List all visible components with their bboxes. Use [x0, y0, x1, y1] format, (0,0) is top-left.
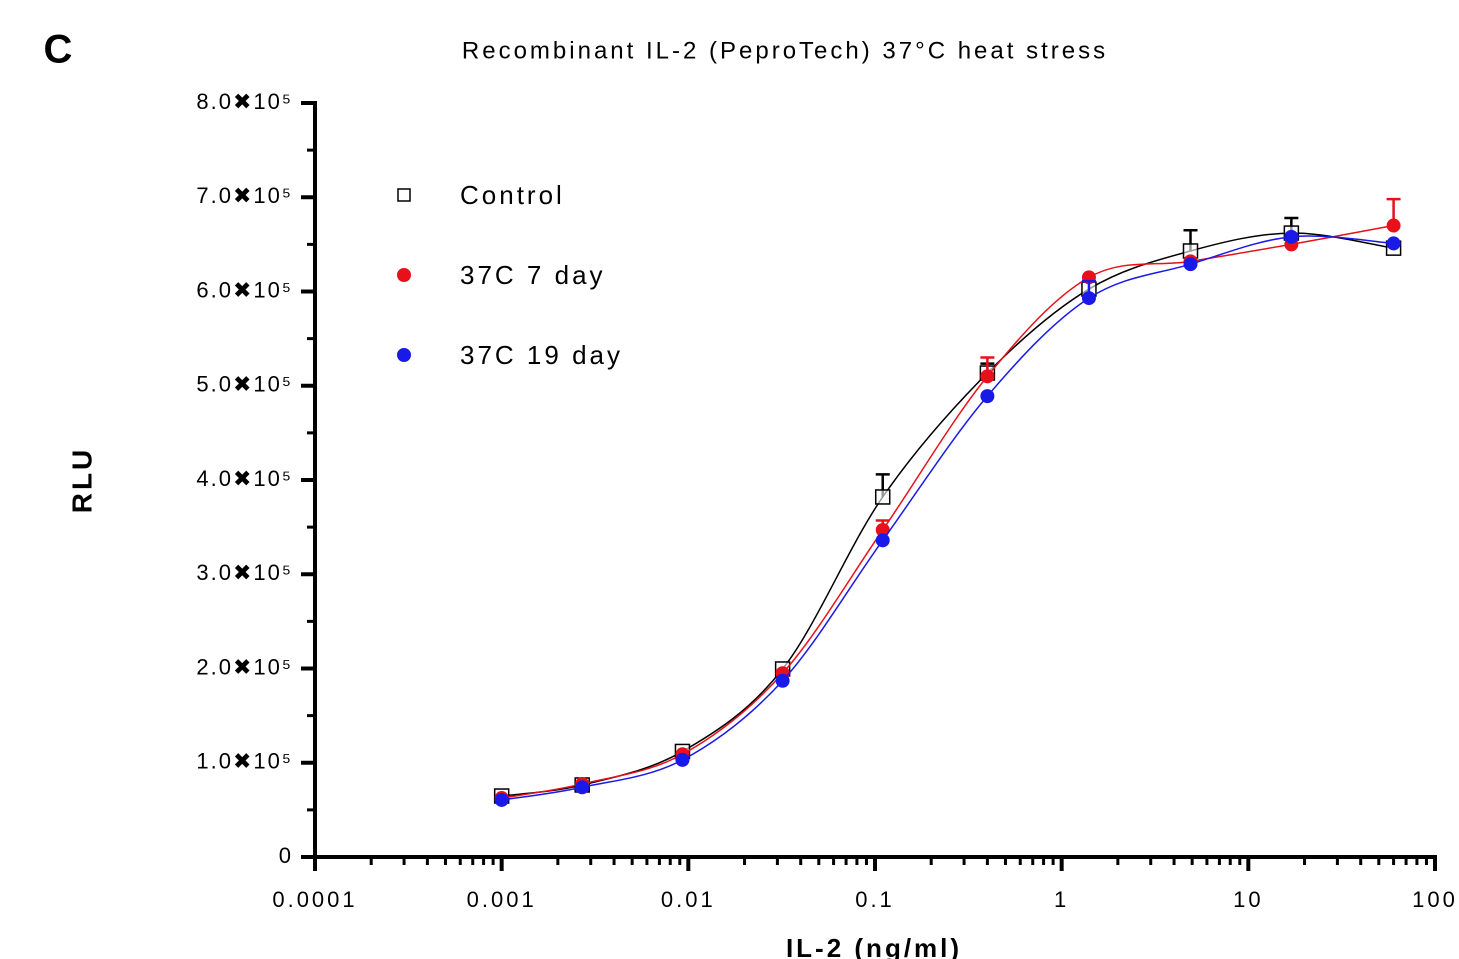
x-tick-label: 0.001: [467, 887, 537, 912]
legend-label: Control: [460, 180, 565, 210]
point: [875, 522, 890, 537]
x-tick-label: 0.01: [661, 887, 716, 912]
y-tick-label: 2.0✖10⁵: [196, 654, 293, 679]
point: [1386, 236, 1401, 251]
fit-line: [501, 232, 1394, 797]
y-tick-label: 1.0✖10⁵: [196, 749, 293, 774]
point: [1183, 257, 1198, 272]
point: [675, 752, 690, 767]
x-tick-label: 0.1: [855, 887, 895, 912]
x-tick-label: 100: [1412, 887, 1458, 912]
point: [1386, 218, 1401, 233]
point: [1081, 291, 1096, 306]
point: [980, 389, 995, 404]
y-tick-label: 7.0✖10⁵: [196, 183, 293, 208]
legend-marker: [397, 188, 411, 202]
point: [494, 792, 509, 807]
y-tick-label: 5.0✖10⁵: [196, 372, 293, 397]
point: [775, 673, 790, 688]
y-tick-label: 4.0✖10⁵: [196, 466, 293, 491]
point: [1284, 229, 1299, 244]
point: [875, 533, 890, 548]
y-tick-label: 6.0✖10⁵: [196, 277, 293, 302]
point: [575, 780, 590, 795]
fit-line: [501, 224, 1394, 799]
legend-label: 37C 19 day: [460, 340, 623, 370]
y-tick-label: 3.0✖10⁵: [196, 560, 293, 585]
fit-line: [501, 235, 1394, 801]
point: [980, 369, 995, 384]
x-tick-label: 0.0001: [272, 887, 357, 912]
legend-label: 37C 7 day: [460, 260, 606, 290]
chart-title: Recombinant IL-2 (PeproTech) 37°C heat s…: [462, 37, 1108, 64]
legend-marker: [397, 348, 411, 362]
x-axis-label: IL-2 (ng/ml): [786, 933, 962, 959]
x-tick-label: 1: [1054, 887, 1069, 912]
panel-label: C: [44, 28, 73, 72]
legend-marker: [397, 268, 411, 282]
x-tick-label: 10: [1233, 887, 1263, 912]
y-tick-label: 8.0✖10⁵: [196, 89, 293, 114]
point: [874, 489, 891, 505]
y-tick-label: 0: [279, 843, 293, 868]
y-axis-label: RLU: [66, 447, 97, 514]
